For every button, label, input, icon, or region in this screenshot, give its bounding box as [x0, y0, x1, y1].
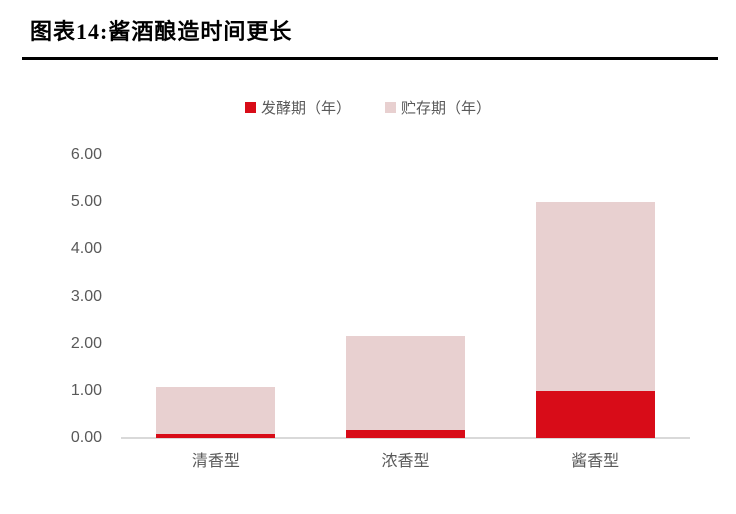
y-tick-label: 2.00 — [70, 334, 102, 352]
stack-bar — [535, 202, 655, 438]
title-underline-rule — [22, 57, 718, 60]
legend-item: 贮存期（年） — [385, 97, 491, 118]
legend-swatch-icon — [385, 102, 396, 113]
y-tick-label: 1.00 — [70, 381, 102, 399]
bar-segment — [156, 387, 276, 434]
y-tick-label: 6.00 — [70, 146, 102, 163]
figure-title: 图表14:酱酒酿造时间更长 — [30, 19, 293, 44]
bar-segment — [346, 336, 465, 430]
category-label: 酱香型 — [571, 453, 620, 470]
legend-swatch-icon — [244, 102, 256, 113]
bar-segment — [535, 391, 655, 438]
y-tick-label: 4.00 — [70, 240, 102, 258]
stack-bar — [346, 336, 465, 438]
category-label: 清香型 — [191, 453, 240, 470]
chart-legend: 发酵期（年） 贮存期（年） — [0, 97, 736, 118]
bar-segment — [156, 434, 276, 438]
legend-label: 发酵期（年） — [260, 100, 351, 117]
stack-bar — [156, 387, 276, 438]
category-label: 浓香型 — [381, 453, 430, 470]
y-tick-label: 3.00 — [70, 287, 102, 305]
y-tick-label: 5.00 — [70, 193, 102, 211]
legend-label: 贮存期（年） — [401, 100, 492, 117]
legend-item: 发酵期（年） — [244, 97, 351, 118]
x-axis-line — [121, 437, 690, 439]
bar-segment — [535, 202, 655, 391]
y-tick-label: 0.00 — [70, 429, 102, 446]
bar-segment — [346, 430, 465, 438]
